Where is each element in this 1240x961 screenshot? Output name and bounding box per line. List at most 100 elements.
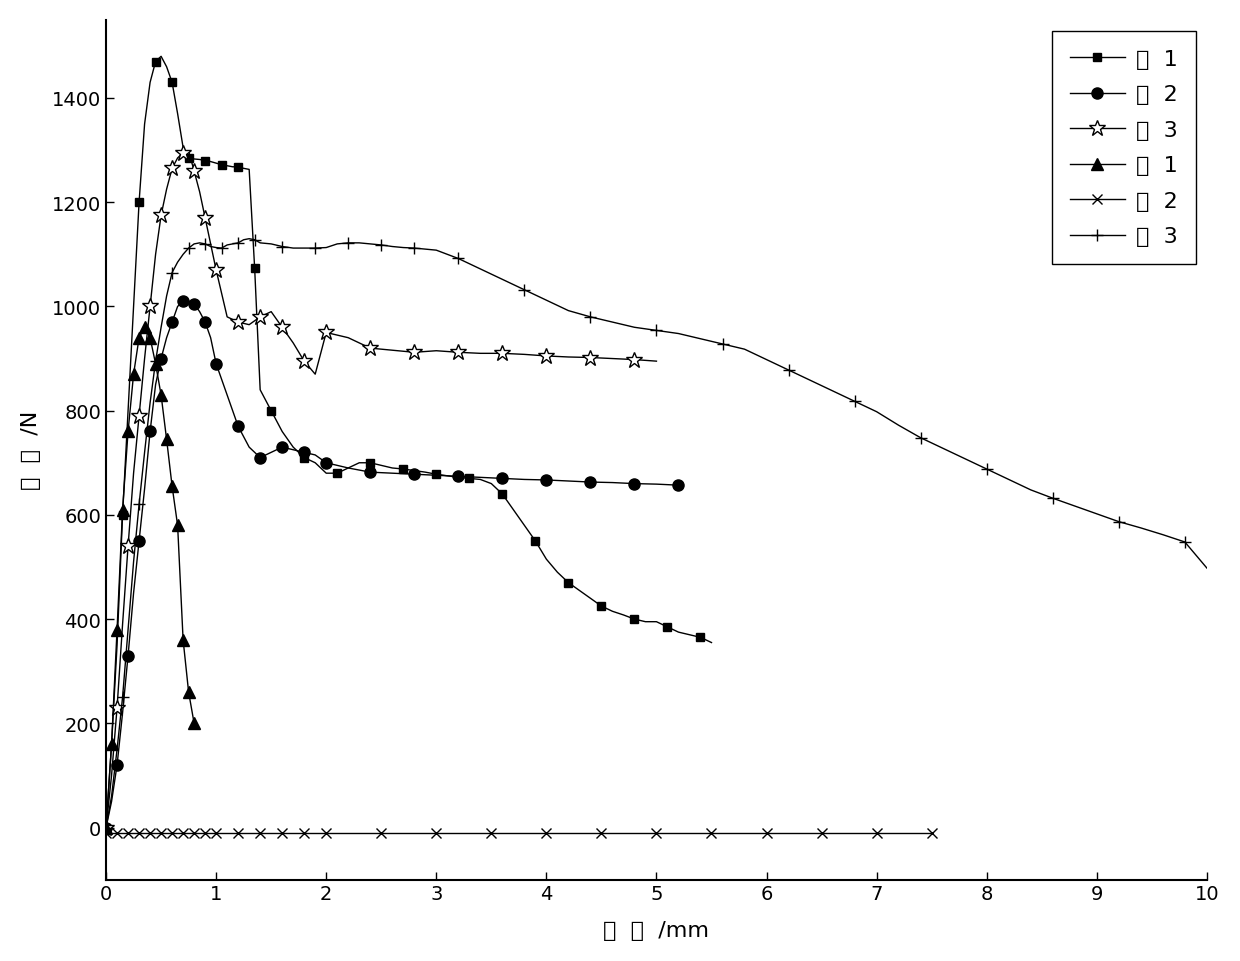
实  2 [165, 317, 180, 329]
对  1 [148, 358, 162, 370]
对  1 [181, 686, 196, 698]
实  2 [539, 475, 554, 486]
实  2 [560, 476, 575, 487]
对  3 [341, 237, 356, 249]
对  3 [99, 822, 114, 833]
对  3 [671, 329, 686, 340]
实  2 [341, 462, 356, 474]
实  2 [429, 470, 444, 481]
对  1 [115, 505, 130, 516]
对  1 [138, 322, 153, 333]
对  2 [759, 827, 774, 839]
对  3 [1199, 563, 1214, 575]
对  2 [120, 827, 135, 839]
实  3 [517, 349, 532, 360]
对  2 [253, 827, 268, 839]
对  2 [594, 827, 609, 839]
对  2 [154, 827, 169, 839]
对  2 [649, 827, 663, 839]
实  2 [159, 333, 174, 344]
对  2 [231, 827, 246, 839]
对  2 [187, 827, 202, 839]
实  3 [192, 186, 207, 198]
对  1 [170, 520, 185, 531]
实  2 [187, 299, 202, 310]
实  2 [219, 390, 234, 402]
实  3 [138, 354, 153, 365]
对  2 [924, 827, 939, 839]
对  1 [176, 634, 191, 646]
对  1 [109, 624, 124, 635]
实  2 [192, 307, 207, 318]
实  2 [109, 759, 124, 771]
实  1 [704, 637, 719, 649]
对  3 [242, 234, 257, 245]
实  2 [231, 421, 246, 432]
实  3 [451, 347, 466, 358]
实  2 [197, 317, 212, 329]
对  2 [275, 827, 290, 839]
Line: 对  2: 对 2 [102, 828, 936, 838]
实  2 [120, 651, 135, 662]
实  3 [429, 346, 444, 357]
X-axis label: 位  移  /mm: 位 移 /mm [604, 921, 709, 940]
对  2 [704, 827, 719, 839]
实  3 [170, 153, 185, 164]
实  3 [154, 210, 169, 222]
实  2 [154, 354, 169, 365]
实  2 [264, 447, 279, 458]
实  3 [384, 345, 399, 357]
实  1 [671, 627, 686, 638]
实  2 [517, 474, 532, 485]
实  3 [148, 249, 162, 260]
实  2 [115, 707, 130, 719]
实  2 [319, 457, 334, 469]
实  1 [154, 52, 169, 63]
实  3 [197, 212, 212, 224]
对  1 [131, 333, 146, 344]
实  3 [560, 352, 575, 363]
实  2 [495, 473, 510, 484]
对  1 [99, 822, 114, 833]
对  1 [165, 480, 180, 492]
对  2 [176, 827, 191, 839]
实  2 [176, 296, 191, 308]
实  3 [104, 770, 119, 781]
实  3 [296, 356, 311, 367]
实  2 [104, 796, 119, 807]
实  2 [363, 467, 378, 479]
对  2 [484, 827, 498, 839]
实  2 [208, 358, 223, 370]
实  2 [583, 477, 598, 488]
实  3 [159, 185, 174, 196]
Line: 对  3: 对 3 [100, 234, 1213, 833]
实  3 [253, 311, 268, 323]
实  3 [120, 541, 135, 553]
Legend: 实  1, 实  2, 实  3, 对  1, 对  2, 对  3: 实 1, 实 2, 实 3, 对 1, 对 2, 对 3 [1052, 32, 1195, 265]
实  2 [671, 480, 686, 491]
对  2 [296, 827, 311, 839]
实  3 [109, 702, 124, 714]
对  1 [126, 369, 141, 381]
对  3 [1023, 484, 1038, 496]
实  2 [472, 472, 487, 483]
对  1 [120, 427, 135, 438]
实  1 [215, 160, 229, 171]
实  2 [649, 479, 663, 490]
对  2 [429, 827, 444, 839]
实  3 [165, 163, 180, 175]
实  2 [143, 427, 157, 438]
实  1 [319, 468, 334, 480]
实  3 [143, 302, 157, 313]
实  3 [285, 337, 300, 349]
对  3 [517, 284, 532, 296]
实  2 [275, 442, 290, 454]
实  2 [407, 469, 422, 480]
实  2 [126, 588, 141, 600]
对  1 [154, 390, 169, 402]
Y-axis label: 荷  载  /N: 荷 载 /N [21, 410, 41, 490]
实  2 [308, 450, 322, 461]
实  3 [472, 348, 487, 359]
实  2 [203, 333, 218, 344]
实  3 [264, 307, 279, 318]
